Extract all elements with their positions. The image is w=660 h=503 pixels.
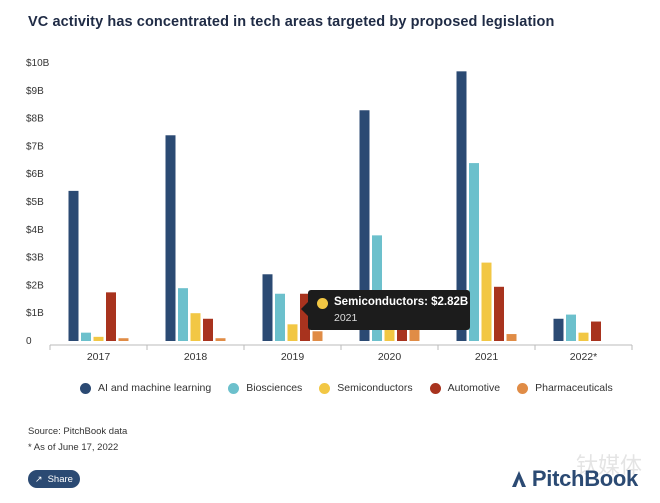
legend-item[interactable]: AI and machine learning xyxy=(80,382,211,394)
source-note: Source: PitchBook data * As of June 17, … xyxy=(28,424,127,456)
bar[interactable] xyxy=(506,334,517,341)
bar[interactable] xyxy=(566,314,576,341)
watermark: 钛媒体 xyxy=(575,454,642,479)
bar[interactable] xyxy=(203,318,213,341)
bar[interactable] xyxy=(481,262,492,341)
legend-swatch xyxy=(319,382,331,394)
y-tick-label: $9B xyxy=(26,86,44,97)
legend-label: Pharmaceuticals xyxy=(535,382,613,394)
legend-swatch xyxy=(429,382,441,394)
bar[interactable] xyxy=(68,190,79,341)
y-tick-label: $4B xyxy=(26,225,44,236)
x-tick-label: 2020 xyxy=(378,351,402,363)
bar[interactable] xyxy=(456,71,467,341)
bar[interactable] xyxy=(81,332,91,341)
share-icon: ↗ xyxy=(35,473,43,484)
bar[interactable] xyxy=(178,288,188,341)
bar[interactable] xyxy=(262,274,273,341)
share-button[interactable]: ↗ Share xyxy=(28,470,80,488)
legend-label: Automotive xyxy=(447,382,501,394)
bar[interactable] xyxy=(312,331,323,341)
legend-item[interactable]: Semiconductors xyxy=(319,382,413,394)
x-tick-label: 2017 xyxy=(87,351,111,363)
legend-label: AI and machine learning xyxy=(98,382,212,394)
bar[interactable] xyxy=(372,235,382,341)
bar[interactable] xyxy=(300,293,310,341)
bar[interactable] xyxy=(118,338,129,341)
bar[interactable] xyxy=(553,318,564,341)
y-tick-label: $3B xyxy=(26,253,44,264)
bar[interactable] xyxy=(287,324,298,341)
bar[interactable] xyxy=(409,324,420,341)
y-tick-label: $10B xyxy=(26,58,50,69)
date-note: * As of June 17, 2022 xyxy=(28,442,119,453)
tooltip-sublabel: 2021 xyxy=(334,312,358,324)
bar[interactable] xyxy=(106,292,116,341)
bar[interactable] xyxy=(359,110,370,341)
bar[interactable] xyxy=(165,135,176,341)
legend-item[interactable]: Pharmaceuticals xyxy=(517,382,613,394)
pitchbook-logo: PitchBook xyxy=(510,466,638,492)
bar[interactable] xyxy=(275,293,285,341)
bar[interactable] xyxy=(469,163,479,341)
y-tick-label: $2B xyxy=(26,280,44,291)
legend-swatch xyxy=(80,382,91,394)
x-axis: 2017 2018 2019 2020 2021 2022* xyxy=(49,344,633,363)
x-tick-label: 2022* xyxy=(570,351,597,363)
bar[interactable] xyxy=(591,321,601,341)
tooltip-label: Semiconductors: $2.82B xyxy=(334,296,469,308)
legend-item[interactable]: Automotive xyxy=(429,382,501,394)
bar[interactable] xyxy=(93,336,104,341)
y-tick-label: $5B xyxy=(26,197,44,208)
x-tick-label: 2018 xyxy=(184,351,208,363)
source-text: Source: PitchBook data xyxy=(28,426,128,437)
bar[interactable] xyxy=(190,313,201,341)
y-tick-label: $6B xyxy=(26,169,44,180)
bar[interactable] xyxy=(215,338,226,341)
legend-swatch xyxy=(228,382,240,394)
y-tick-label: $8B xyxy=(26,114,44,125)
pitchbook-logo-icon xyxy=(511,471,526,487)
tooltip: Semiconductors: $2.82B 2021 xyxy=(301,290,470,330)
legend-item[interactable]: Biosciences xyxy=(228,382,302,394)
logo-text: PitchBook xyxy=(531,466,638,491)
tooltip-swatch xyxy=(317,298,328,309)
y-tick-label: $1B xyxy=(26,308,44,319)
y-tick-label: 0 xyxy=(26,336,32,347)
y-tick-label: $7B xyxy=(26,141,44,152)
x-tick-label: 2019 xyxy=(281,351,305,363)
y-axis: 0 $1B $2B $3B $4B $5B $6B $7B $8B $9B $10B xyxy=(26,58,50,347)
legend: AI and machine learning Biosciences Semico… xyxy=(80,382,630,394)
legend-label: Semiconductors xyxy=(337,382,413,394)
legend-label: Biosciences xyxy=(246,382,303,394)
legend-swatch xyxy=(517,382,529,394)
x-tick-label: 2021 xyxy=(475,351,499,363)
chart-title: VC activity has concentrated in tech are… xyxy=(28,14,555,30)
bar[interactable] xyxy=(494,286,504,341)
bar[interactable] xyxy=(578,332,589,341)
share-label: Share xyxy=(47,473,73,485)
